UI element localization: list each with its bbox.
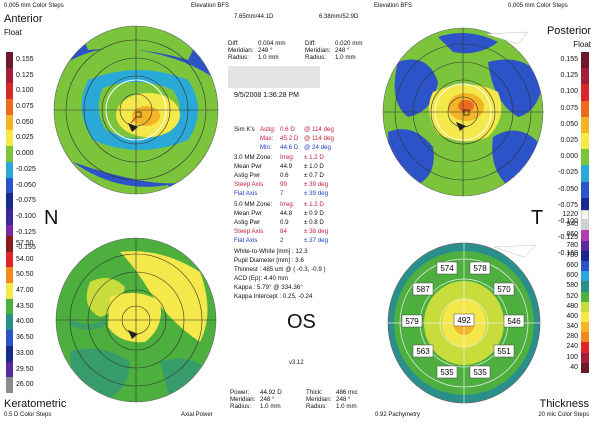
posterior-diff-panel: Diff: 0.020 mm Meridian: 248 ° Radius: 1.0 … <box>305 40 363 61</box>
posterior-elevation-map[interactable] <box>378 22 548 202</box>
thickness-scale-right: 1220 940 860 780 700 660 600 580 520 480… <box>549 210 589 373</box>
right-elevation-title: Elevation BFS <box>374 3 413 9</box>
pachy-value-lower-right: 551 <box>497 347 511 356</box>
pachy-value-sup-temporal: 578 <box>473 264 487 273</box>
keratometric-power-map[interactable] <box>50 232 222 408</box>
summary-panel: Sim K's Astig: 0.6 D @ 114 deg Max: 45.2… <box>234 126 334 300</box>
right-color-steps: 0.005 mm Color Steps <box>508 3 568 9</box>
bottom-right-steps: 20 mic Color Steps <box>538 412 589 418</box>
pachy-value-inf-nasal: 535 <box>440 368 454 377</box>
elevation-scale-right: 0.155 0.125 0.100 0.075 0.050 0.025 0.00… <box>549 52 589 263</box>
left-color-steps: 0.005 mm Color Steps <box>4 3 64 9</box>
version-label: v3.12 <box>289 360 304 366</box>
pachy-value-temporal: 546 <box>507 317 521 326</box>
pachy-value-nasal: 579 <box>405 317 419 326</box>
pachy-value-lower-left: 563 <box>416 347 430 356</box>
thickness-label: Thickness <box>539 398 589 410</box>
float-left-label: Float <box>4 28 22 37</box>
float-right-label: Float <box>573 40 591 49</box>
redacted-patient-info <box>228 66 320 88</box>
pachy-value-upper-right: 570 <box>497 285 511 294</box>
right-bfs-value: 6.38mm/52.9D <box>319 14 359 20</box>
anterior-diff-panel: Diff: 0.004 mm Meridian: 248 ° Radius: 1.0 … <box>228 40 286 61</box>
anterior-label: Anterior <box>4 13 43 25</box>
pachy-value-central: 492 <box>457 316 471 325</box>
pachy-value-inf-temporal: 535 <box>473 368 487 377</box>
temporal-label: T <box>531 207 544 229</box>
pachymetry-thickness-map[interactable]: 574 578 587 570 579 492 546 563 551 535 … <box>384 235 546 407</box>
pachy-value-sup-nasal: 574 <box>440 264 454 273</box>
power-readout: Power: 44.92 D Meridian: 248 ° Radius: 1.0 … <box>230 389 282 410</box>
keratometric-label: Keratometric <box>4 398 67 410</box>
bottom-left-steps: 0.5 D Color Steps <box>4 412 52 418</box>
left-bfs-value: 7.65mm/44.1D <box>234 14 274 20</box>
nasal-label: N <box>44 207 59 229</box>
left-elevation-title: Elevation BFS <box>191 3 230 9</box>
pachy-value-upper-left: 587 <box>416 285 430 294</box>
axial-power-label: Axial Power <box>181 412 213 418</box>
posterior-label: Posterior <box>546 25 591 37</box>
pachymetry-label: 0.92 Pachymetry <box>375 412 421 418</box>
thickness-readout: Thick: 486 mic Meridian: 248 ° Radius: 1.0 … <box>306 389 358 410</box>
anterior-elevation-map[interactable] <box>48 20 224 200</box>
exam-date: 9/5/2008 1:36:28 PM <box>234 92 299 99</box>
eye-label: OS <box>287 311 316 333</box>
